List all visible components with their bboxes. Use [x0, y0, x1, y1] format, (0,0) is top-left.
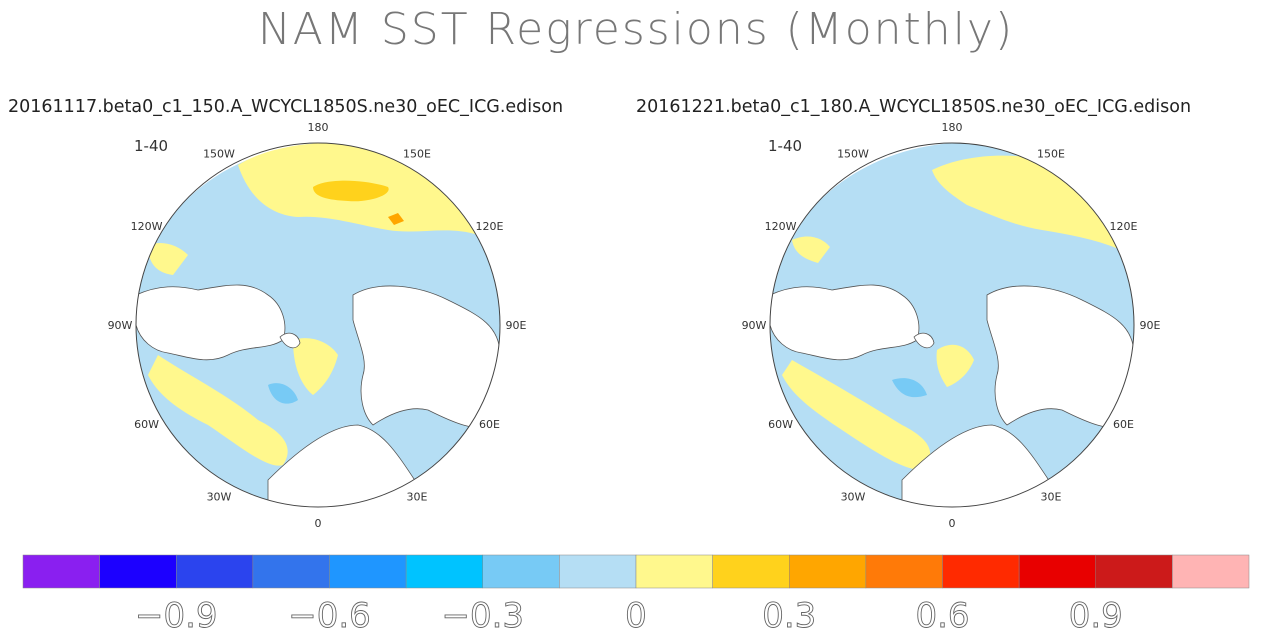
- land-greenland: [913, 332, 935, 349]
- season-label: 1-40: [768, 137, 802, 155]
- longitude-labels: 180 150E 120E 90E 60E 30E 0 30W 60W 90W 120W 150W: [742, 121, 1161, 530]
- season-label: 1-40: [134, 137, 168, 155]
- colorbar-box: [405, 554, 483, 589]
- colorbar-tick-label: 0: [625, 596, 647, 635]
- colorbar-box: [789, 554, 867, 589]
- longitude-label: 180: [308, 121, 329, 134]
- colorbar-box: [1095, 554, 1173, 589]
- sst-field: [136, 143, 500, 507]
- colorbar-tick-label: 0.9: [1069, 596, 1123, 635]
- polar-map-left-svg: 1-40 180150E120E90E60E30E030W60W90W120W1…: [108, 121, 527, 530]
- colorbar-box: [22, 554, 100, 589]
- longitude-label: 60E: [1113, 418, 1134, 431]
- sst-field: [770, 143, 1134, 507]
- colorbar-tick-label: −0.9: [135, 596, 218, 635]
- polar-map-right-svg: 1-40 180150E120E90E60E30E030W60W90W120W1…: [742, 121, 1161, 530]
- longitude-label: 150E: [1037, 148, 1065, 161]
- land-greenland: [279, 332, 301, 349]
- colorbar-box: [1172, 554, 1250, 589]
- longitude-label: 90W: [742, 319, 767, 332]
- region-pos-atl: [782, 360, 931, 470]
- chart-title: NAM SST Regressions (Monthly): [257, 4, 1015, 55]
- longitude-label: 120E: [475, 220, 503, 233]
- longitude-label: 30E: [1041, 490, 1062, 503]
- longitude-label: 90W: [108, 319, 133, 332]
- longitude-labels: 180 150E 120E 90E 60E 30E 0 30W 60W 90W 120W 150W: [108, 121, 527, 530]
- colorbar-box: [559, 554, 637, 589]
- longitude-label: 90E: [506, 319, 527, 332]
- longitude-label: 90E: [1140, 319, 1161, 332]
- colorbar-tick-label: 0.6: [915, 596, 969, 635]
- colorbar-box: [942, 554, 1020, 589]
- region-pos-nordic: [936, 344, 974, 387]
- longitude-label: 150W: [203, 148, 235, 161]
- panel-left-subtitle: 20161117.beta0_c1_150.A_WCYCL1850S.ne30_…: [8, 97, 564, 117]
- longitude-label: 60E: [479, 418, 500, 431]
- colorbar-box: [329, 554, 407, 589]
- region-pos-atl: [148, 355, 288, 466]
- colorbar-box: [712, 554, 790, 589]
- colorbar-tick-label: −0.3: [441, 596, 524, 635]
- colorbar-box: [99, 554, 177, 589]
- region-pos-spot: [388, 213, 404, 225]
- longitude-label: 0: [315, 517, 322, 530]
- longitude-label: 60W: [768, 418, 793, 431]
- longitude-label: 120W: [131, 220, 163, 233]
- longitude-label: 120E: [1109, 220, 1137, 233]
- region-pos-epac: [792, 236, 830, 263]
- colorbar-box: [176, 554, 254, 589]
- colorbar-box: [1018, 554, 1096, 589]
- region-pos-epac: [148, 243, 188, 275]
- longitude-label: 150E: [403, 148, 431, 161]
- polar-map-right: 1-40 180 150E 120E 90E 60E 30E 0 30W 60W 90W 120W 1…: [742, 121, 1161, 530]
- longitude-label: 30W: [841, 490, 866, 503]
- colorbar-box: [635, 554, 713, 589]
- region-neg-core: [268, 383, 298, 404]
- region-pos-pacific-core: [313, 180, 389, 202]
- land-eurasia: [986, 285, 1134, 429]
- polar-map-left: 1-40 180 150E 120E 90E 60E 30E 0 30W 60W 90W 120W 1…: [108, 121, 527, 530]
- panel-right-subtitle: 20161221.beta0_c1_180.A_WCYCL1850S.ne30_…: [636, 97, 1192, 117]
- map-boundary: [769, 142, 1135, 508]
- longitude-label: 150W: [837, 148, 869, 161]
- longitude-label: 30W: [207, 490, 232, 503]
- longitude-label: 120W: [765, 220, 797, 233]
- map-boundary: [135, 142, 501, 508]
- colorbar: −0.9 −0.6 −0.3 0 0.3 0.6 0.9: [22, 554, 1250, 635]
- region-neg-core: [892, 378, 927, 398]
- colorbar-labels: −0.9 −0.6 −0.3 0 0.3 0.6 0.9: [135, 596, 1124, 635]
- colorbar-box: [865, 554, 943, 589]
- colorbar-tick-label: −0.6: [288, 596, 371, 635]
- region-pos-nordic: [293, 338, 338, 395]
- colorbar-box: [482, 554, 560, 589]
- colorbar-boxes: [22, 554, 1250, 589]
- colorbar-box: [252, 554, 330, 589]
- land-eurasia: [352, 285, 500, 429]
- colorbar-tick-label: 0.3: [762, 596, 816, 635]
- longitude-label: 60W: [134, 418, 159, 431]
- longitude-label: 180: [942, 121, 963, 134]
- longitude-label: 0: [949, 517, 956, 530]
- longitude-label: 30E: [407, 490, 428, 503]
